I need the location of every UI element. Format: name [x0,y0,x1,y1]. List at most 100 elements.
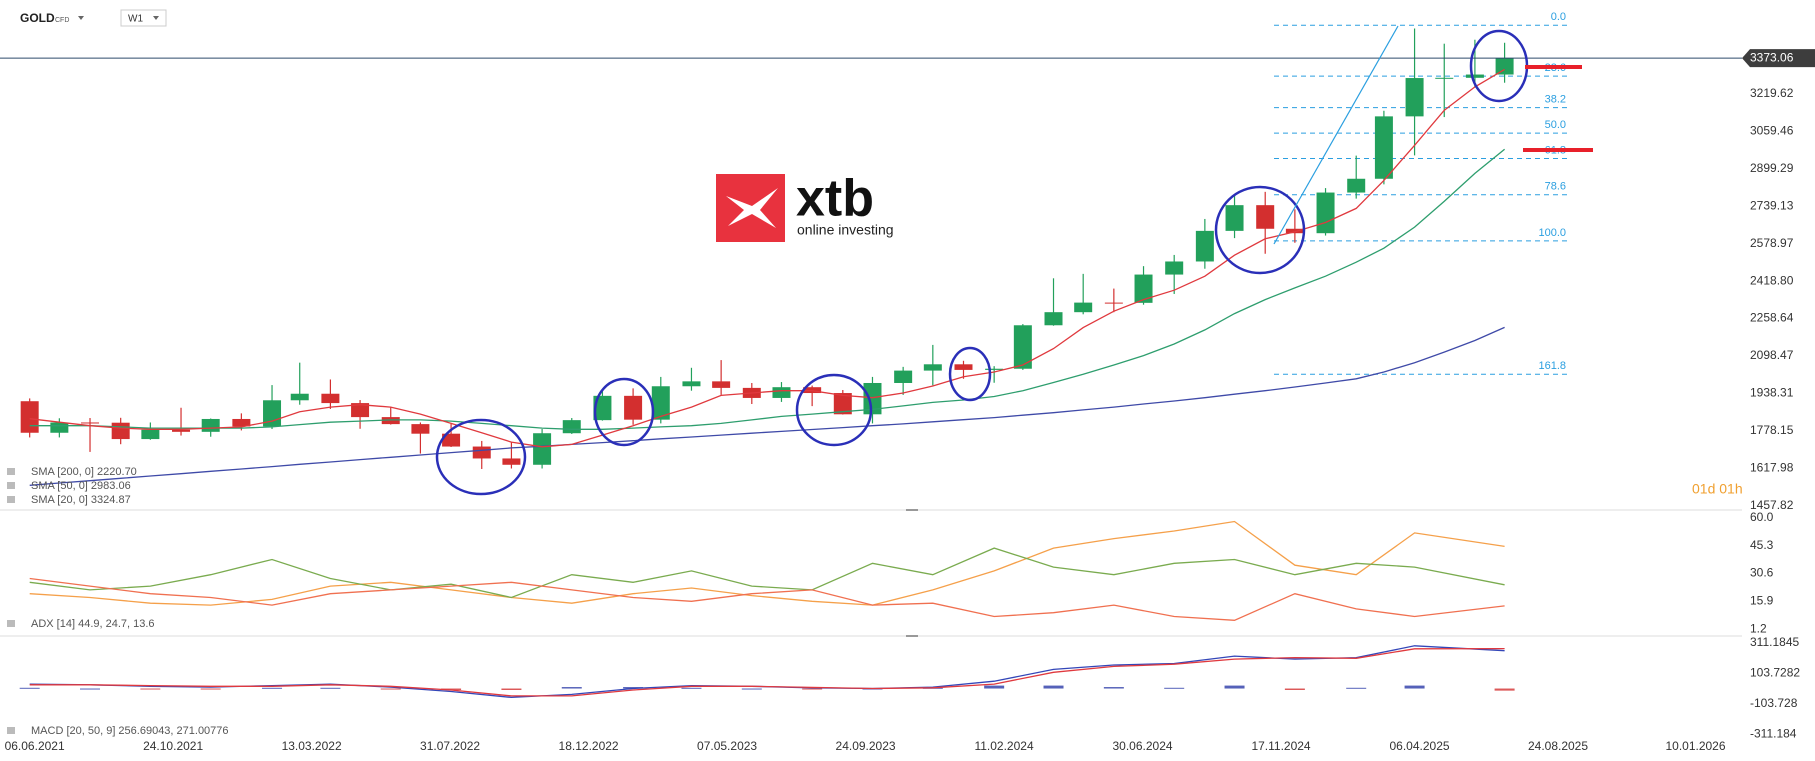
y-tick-label: -103.728 [1750,696,1798,710]
y-tick-label: -311.184 [1750,727,1797,741]
annotations [435,29,1529,496]
histogram-bar [623,687,644,689]
y-tick-label: 1457.82 [1750,498,1794,512]
symbol-dropdown[interactable] [78,16,84,20]
y-tick-label: 2258.64 [1750,311,1794,325]
series-line [29,520,1505,606]
legend-entry: SMA [50, 0] 2983.06 [31,480,131,492]
x-tick-label: 31.07.2022 [420,739,480,753]
y-tick-label: 1938.31 [1750,386,1794,400]
candle-body [20,401,39,433]
candle-body [232,418,251,427]
x-tick-label: 24.10.2021 [143,739,203,753]
series-line [29,68,1505,448]
candle-body [624,395,643,420]
histogram-bar [1284,688,1305,690]
last-price-badge [1742,49,1815,68]
y-tick-label: 103.7282 [1750,665,1800,679]
candle-body [1347,178,1366,193]
symbol[interactable]: GOLD [20,11,55,25]
histogram-bar [441,688,462,690]
last-price-label: 3373.06 [1750,50,1794,64]
logo-tagline: online investing [797,222,894,238]
logo-x [726,188,778,228]
candle-body [351,403,370,418]
series-line [29,547,1505,599]
y-tick-label: 1.2 [1750,622,1767,636]
legend-icon [7,727,15,734]
candle-body [1044,312,1063,326]
interval-box[interactable] [120,9,167,27]
histogram-bar [380,688,401,690]
candle-body [894,370,913,383]
x-tick-label: 06.04.2025 [1389,739,1449,753]
candle-body [863,382,882,415]
fib-label: 78.6 [1545,181,1566,193]
candle-body [1225,205,1244,231]
y-tick-label: 2739.13 [1750,198,1794,212]
histogram-bar [19,687,40,689]
candle-body [1285,228,1304,234]
histogram-bar [984,685,1005,689]
interval[interactable]: W1 [128,14,143,25]
series-line [29,577,1505,621]
marks: 1457.82 1617.98 1778.15 1938.31 2098.47 2258.… [0,11,1815,753]
histogram-bar [681,687,702,689]
y-tick-label: 1617.98 [1750,460,1794,474]
histogram-bar [1346,687,1367,689]
x-tick-label: 10.01.2026 [1665,739,1725,753]
fib-label: 38.2 [1545,94,1566,106]
x-tick-label: 24.08.2025 [1528,739,1588,753]
candle-body [1316,192,1335,234]
interval-dropdown[interactable] [153,16,159,20]
candle-body [321,393,340,404]
y-tick-label: 60.0 [1750,510,1774,524]
market: CFD [55,17,69,24]
y-tick-label: 1778.15 [1750,423,1794,437]
fib-trendline [1273,25,1399,245]
candle-body [562,420,581,434]
candle-body [954,364,973,370]
histogram-bar [1103,687,1124,689]
candle-body [1374,116,1393,179]
candle-body [593,395,612,421]
candle-body [772,387,791,398]
candle-body [1256,205,1275,229]
candle-body [1013,325,1032,369]
x-tick-label: 17.11.2024 [1251,739,1310,753]
countdown: 01d 01h [1692,481,1743,497]
candle-body [1195,230,1214,262]
y-tick-label: 3219.62 [1750,86,1794,100]
candle-body [712,381,731,388]
legend-icon [7,620,15,627]
legend-icon [7,496,15,503]
candle-body [1104,302,1123,304]
fib-label: 161.8 [1538,360,1566,372]
candle-body [651,386,670,420]
annotation-circle [593,377,655,447]
histogram-bar [501,688,522,690]
histogram-bar [1404,685,1425,689]
histogram-bar [200,688,221,690]
series-line [29,647,1505,697]
indicator-label: ADX [14] 44.9, 24.7, 13.6 [31,618,155,630]
annotation-circle [435,418,527,496]
annotation-circle [795,373,873,447]
indicator-label: MACD [20, 50, 9] 256.69043, 271.00776 [31,725,229,737]
logo-brand: xtb [796,170,874,228]
y-tick-label: 2578.97 [1750,236,1794,250]
y-tick-label: 2418.80 [1750,273,1794,287]
histogram-bar [1043,685,1064,689]
histogram-bar [802,688,823,690]
candle-body [172,429,191,432]
x-tick-label: 06.06.2021 [5,739,65,753]
x-tick-label: 13.03.2022 [282,739,342,753]
candle-body [111,422,130,440]
candle-body [502,458,521,465]
series-line [29,645,1505,699]
histogram-bar [262,687,283,689]
candle-body [50,422,69,433]
candle-body [1134,274,1153,303]
y-tick-label: 311.1845 [1750,635,1799,649]
